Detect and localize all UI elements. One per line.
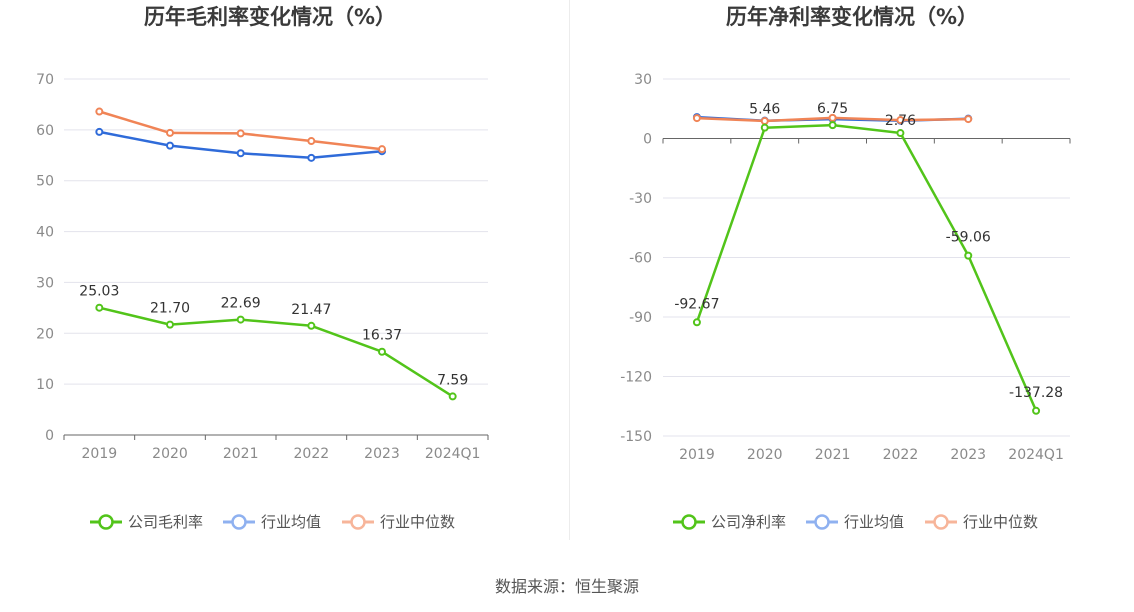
- data-label: -137.28: [1009, 385, 1063, 401]
- y-tick-label: 40: [36, 225, 54, 241]
- data-label: -92.67: [674, 296, 719, 312]
- data-point-industry-avg[interactable]: [166, 141, 174, 150]
- legend-marker: [933, 514, 949, 530]
- y-tick-label: -30: [629, 191, 652, 207]
- data-point-industry-avg[interactable]: [95, 127, 104, 136]
- y-tick-label: 0: [643, 132, 652, 148]
- x-tick-label: 2023: [950, 447, 986, 463]
- y-tick-label: -120: [620, 370, 652, 386]
- x-tick-label: 2022: [294, 446, 330, 462]
- data-point-industry-median[interactable]: [95, 107, 104, 116]
- y-tick-label: 10: [36, 377, 54, 393]
- chart-title: 历年毛利率变化情况（%）: [144, 5, 396, 29]
- chart-panel-2: 历年净利率变化情况（%） -150 -120 -90 -60 -30 0 30 2019 2020…: [620, 5, 1071, 531]
- data-label: 6.75: [817, 101, 848, 117]
- x-tick-label: 2024Q1: [1008, 447, 1064, 463]
- data-point-industry-median[interactable]: [166, 128, 174, 137]
- data-point-industry-avg[interactable]: [236, 149, 245, 158]
- data-label: 7.59: [437, 372, 468, 388]
- legend-label: 公司毛利率: [128, 513, 203, 531]
- data-label: -59.06: [946, 230, 991, 246]
- data-point-company[interactable]: [760, 123, 769, 132]
- data-label: 21.47: [291, 302, 331, 318]
- y-tick-label: 50: [36, 174, 54, 190]
- data-point-company[interactable]: [964, 251, 973, 260]
- series-industry-median: [692, 113, 973, 126]
- data-point-company[interactable]: [236, 315, 245, 324]
- legend-marker: [350, 514, 366, 530]
- data-point-company[interactable]: [828, 121, 837, 130]
- legend-item-industry-avg[interactable]: 行业均值: [223, 513, 321, 531]
- x-tick-label: 2020: [152, 446, 188, 462]
- data-point-industry-median[interactable]: [378, 145, 386, 154]
- data-label: 5.46: [749, 102, 780, 118]
- data-point-company[interactable]: [896, 129, 905, 138]
- legend-marker: [98, 514, 114, 530]
- legend-label: 行业中位数: [963, 513, 1038, 531]
- legend-item-industry-median[interactable]: 行业中位数: [925, 513, 1038, 531]
- x-tick-label: 2022: [883, 447, 919, 463]
- data-source-footer: 数据来源：恒生聚源: [495, 577, 639, 596]
- data-point-industry-median[interactable]: [760, 117, 769, 126]
- legend-label: 公司净利率: [711, 513, 786, 531]
- x-tick-label: 2019: [679, 447, 715, 463]
- y-tick-label: 60: [36, 123, 54, 139]
- y-tick-label: -90: [629, 310, 652, 326]
- data-point-industry-median[interactable]: [828, 113, 837, 122]
- legend-item-company[interactable]: 公司毛利率: [90, 513, 203, 531]
- y-tick-label: 0: [45, 428, 54, 444]
- data-point-industry-median[interactable]: [896, 116, 905, 125]
- y-tick-label: -60: [629, 251, 652, 267]
- y-tick-label: 20: [36, 326, 54, 342]
- data-point-industry-avg[interactable]: [307, 153, 316, 162]
- data-point-company[interactable]: [307, 321, 316, 330]
- legend-marker: [814, 514, 830, 530]
- legend-label: 行业均值: [844, 513, 904, 531]
- series-company: 25.03 21.70 22.69 21.47 16.37 7.59: [79, 284, 468, 401]
- x-tick-label: 2023: [364, 446, 400, 462]
- series-line-company: [99, 306, 454, 398]
- series-industry-median: [95, 107, 386, 154]
- y-tick-label: 30: [634, 72, 652, 88]
- legend-item-company[interactable]: 公司净利率: [673, 513, 786, 531]
- data-point-company[interactable]: [166, 320, 174, 329]
- legend-marker: [231, 514, 247, 530]
- y-tick-label: -150: [620, 429, 652, 445]
- x-tick-label: 2019: [82, 446, 118, 462]
- x-tick-label: 2024Q1: [425, 446, 481, 462]
- data-label: 25.03: [79, 284, 119, 300]
- series-line-company: [695, 123, 1038, 412]
- y-tick-label: 30: [36, 275, 54, 291]
- legend-item-industry-median[interactable]: 行业中位数: [342, 513, 455, 531]
- data-label: 16.37: [362, 328, 402, 344]
- data-point-company[interactable]: [378, 347, 386, 356]
- data-point-company[interactable]: [1032, 406, 1041, 415]
- panel-divider: [569, 0, 570, 540]
- data-point-industry-median[interactable]: [307, 137, 316, 146]
- data-label: 2.76: [885, 113, 916, 129]
- chart-panel-1: 历年毛利率变化情况（%） 0 10 20 30 40 50 60 70 2019 2020 2021 2…: [36, 5, 489, 531]
- chart-title: 历年净利率变化情况（%）: [726, 5, 978, 29]
- legend-marker: [681, 514, 697, 530]
- data-point-company[interactable]: [692, 318, 701, 327]
- series-company: -92.67 5.46 6.75 2.76 -59.06 -137.28: [674, 101, 1063, 415]
- data-point-industry-median[interactable]: [236, 129, 245, 138]
- data-point-company[interactable]: [448, 392, 457, 401]
- y-tick-label: 70: [36, 72, 54, 88]
- x-tick-label: 2021: [815, 447, 851, 463]
- data-point-company[interactable]: [95, 303, 104, 312]
- data-label: 21.70: [150, 301, 190, 317]
- x-tick-label: 2021: [223, 446, 259, 462]
- legend-label: 行业中位数: [380, 513, 455, 531]
- x-tick-label: 2020: [747, 447, 783, 463]
- data-point-industry-median[interactable]: [964, 115, 973, 124]
- legend-item-industry-avg[interactable]: 行业均值: [806, 513, 904, 531]
- data-label: 22.69: [221, 296, 261, 312]
- legend-label: 行业均值: [261, 513, 321, 531]
- data-point-industry-median[interactable]: [692, 114, 701, 123]
